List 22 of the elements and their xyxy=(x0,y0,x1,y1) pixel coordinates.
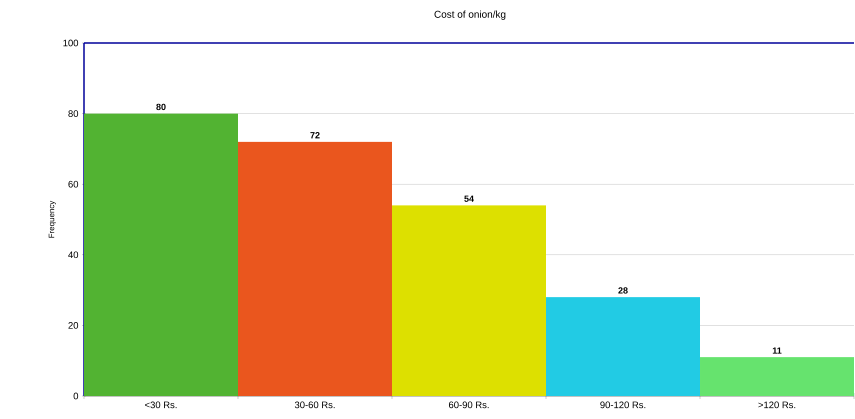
data-label: 72 xyxy=(310,132,320,138)
x-tick-label: >120 Rs. xyxy=(758,402,796,408)
x-tick-label: 60-90 Rs. xyxy=(448,402,489,408)
data-label: 80 xyxy=(156,104,166,110)
data-label: 28 xyxy=(618,287,628,294)
bar xyxy=(546,297,700,396)
bar xyxy=(392,205,546,396)
y-tick-label: 20 xyxy=(68,322,78,329)
data-label: 11 xyxy=(772,347,782,354)
y-tick-label: 100 xyxy=(63,40,78,46)
bar xyxy=(238,142,392,396)
chart-title: Cost of onion/kg xyxy=(434,10,506,20)
x-tick-label: 30-60 Rs. xyxy=(294,402,335,408)
bar xyxy=(84,114,238,396)
bar xyxy=(700,357,854,396)
x-tick-label: <30 Rs. xyxy=(145,402,177,408)
y-tick-label: 80 xyxy=(68,110,78,117)
y-tick-label: 40 xyxy=(68,251,78,258)
y-tick-label: 60 xyxy=(68,180,78,188)
data-label: 54 xyxy=(464,196,474,202)
x-tick-label: 90-120 Rs. xyxy=(600,402,646,408)
y-tick-label: 0 xyxy=(74,392,78,400)
